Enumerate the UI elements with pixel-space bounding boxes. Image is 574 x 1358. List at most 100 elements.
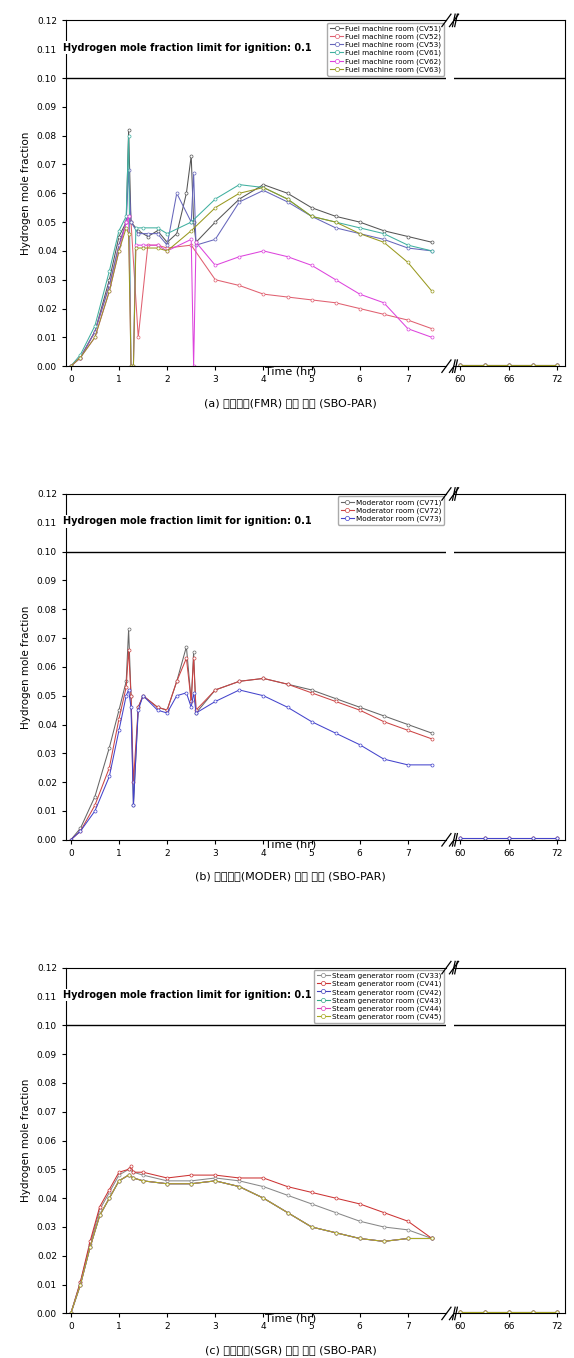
Steam generator room (CV44) <box>429 1230 436 1247</box>
Fuel machine room (CV51) <box>91 323 98 340</box>
Fuel machine room (CV53) <box>115 238 122 254</box>
Fuel machine room (CV61) <box>284 191 291 208</box>
Fuel machine room (CV61) <box>381 225 387 242</box>
Fuel machine room (CV52) <box>77 349 84 365</box>
Fuel machine room (CV51) <box>405 228 412 244</box>
Moderator room (CV71) <box>308 682 315 698</box>
Steam generator room (CV33) <box>87 1236 94 1252</box>
Y-axis label: Hydrogen mole fraction: Hydrogen mole fraction <box>21 1078 32 1202</box>
Steam generator room (CV41) <box>212 1167 219 1183</box>
Steam generator room (CV42) <box>164 1176 170 1192</box>
Steam generator room (CV42) <box>332 1225 339 1241</box>
Fuel machine room (CV51) <box>284 185 291 201</box>
Fuel machine room (CV63) <box>123 220 130 236</box>
Fuel machine room (CV62) <box>381 295 387 311</box>
Steam generator room (CV43) <box>308 1219 315 1236</box>
Fuel machine room (CV62) <box>260 243 267 259</box>
Steam generator room (CV33) <box>212 1169 219 1186</box>
Fuel machine room (CV63) <box>381 234 387 250</box>
Line: Moderator room (CV71): Moderator room (CV71) <box>69 627 433 842</box>
Steam generator room (CV41) <box>139 1164 146 1180</box>
Fuel machine room (CV61) <box>133 220 139 236</box>
Moderator room (CV72) <box>236 674 243 690</box>
Moderator room (CV73) <box>236 682 243 698</box>
Text: Time (hr): Time (hr) <box>265 367 316 376</box>
Moderator room (CV71) <box>67 831 74 847</box>
Line: Steam generator room (CV45): Steam generator room (CV45) <box>69 1173 433 1315</box>
Moderator room (CV72) <box>135 699 142 716</box>
Steam generator room (CV41) <box>87 1233 94 1249</box>
Moderator room (CV72) <box>260 671 267 687</box>
Moderator room (CV72) <box>164 702 170 718</box>
Moderator room (CV73) <box>183 684 190 701</box>
Steam generator room (CV33) <box>106 1184 113 1200</box>
Steam generator room (CV44) <box>164 1176 170 1192</box>
Text: Time (hr): Time (hr) <box>265 839 316 850</box>
Fuel machine room (CV51) <box>332 208 339 224</box>
Steam generator room (CV45) <box>96 1207 103 1224</box>
Steam generator room (CV33) <box>429 1230 436 1247</box>
Fuel machine room (CV51) <box>125 122 132 139</box>
Fuel machine room (CV63) <box>212 200 219 216</box>
Moderator room (CV72) <box>429 731 436 747</box>
Fuel machine room (CV61) <box>91 318 98 334</box>
Fuel machine room (CV53) <box>154 225 161 242</box>
Steam generator room (CV33) <box>96 1202 103 1218</box>
Fuel machine room (CV63) <box>106 282 113 299</box>
Fuel machine room (CV52) <box>67 359 74 375</box>
Moderator room (CV73) <box>190 684 197 701</box>
Fuel machine room (CV53) <box>236 194 243 210</box>
Text: Time (hr): Time (hr) <box>265 1313 316 1324</box>
Fuel machine room (CV52) <box>212 272 219 288</box>
Y-axis label: Hydrogen mole fraction: Hydrogen mole fraction <box>21 606 32 729</box>
Fuel machine room (CV51) <box>106 272 113 288</box>
Steam generator room (CV44) <box>77 1277 84 1293</box>
Moderator room (CV72) <box>67 831 74 847</box>
Steam generator room (CV42) <box>96 1207 103 1224</box>
Moderator room (CV71) <box>332 690 339 706</box>
Fuel machine room (CV51) <box>154 223 161 239</box>
Text: Hydrogen mole fraction limit for ignition: 0.1: Hydrogen mole fraction limit for ignitio… <box>64 43 312 53</box>
Steam generator room (CV41) <box>115 1164 122 1180</box>
Moderator room (CV73) <box>125 682 132 698</box>
Fuel machine room (CV52) <box>106 277 113 293</box>
Fuel machine room (CV51) <box>183 185 190 201</box>
Steam generator room (CV44) <box>236 1179 243 1195</box>
Fuel machine room (CV61) <box>356 220 363 236</box>
Fuel machine room (CV63) <box>284 191 291 208</box>
Line: Fuel machine room (CV63): Fuel machine room (CV63) <box>69 186 433 368</box>
Moderator room (CV73) <box>67 831 74 847</box>
Moderator room (CV71) <box>123 674 130 690</box>
Steam generator room (CV43) <box>87 1238 94 1255</box>
Moderator room (CV72) <box>212 682 219 698</box>
Moderator room (CV71) <box>212 682 219 698</box>
Fuel machine room (CV53) <box>135 225 142 242</box>
Moderator room (CV73) <box>381 751 387 767</box>
Fuel machine room (CV63) <box>115 243 122 259</box>
Steam generator room (CV33) <box>77 1274 84 1290</box>
Text: Hydrogen mole fraction limit for ignition: 0.1: Hydrogen mole fraction limit for ignitio… <box>64 516 312 527</box>
Fuel machine room (CV53) <box>260 182 267 198</box>
Steam generator room (CV45) <box>130 1169 137 1186</box>
Steam generator room (CV33) <box>405 1222 412 1238</box>
Fuel machine room (CV51) <box>127 215 134 231</box>
Steam generator room (CV44) <box>188 1176 195 1192</box>
Fuel machine room (CV61) <box>188 215 195 231</box>
Steam generator room (CV42) <box>381 1233 387 1249</box>
Moderator room (CV71) <box>381 708 387 724</box>
Steam generator room (CV44) <box>139 1173 146 1190</box>
Steam generator room (CV42) <box>77 1277 84 1293</box>
Fuel machine room (CV53) <box>125 162 132 178</box>
Legend: Fuel machine room (CV51), Fuel machine room (CV52), Fuel machine room (CV53), Fu: Fuel machine room (CV51), Fuel machine r… <box>327 23 444 76</box>
Steam generator room (CV43) <box>260 1190 267 1206</box>
Moderator room (CV71) <box>139 687 146 703</box>
Steam generator room (CV44) <box>356 1230 363 1247</box>
Steam generator room (CV43) <box>188 1176 195 1192</box>
Fuel machine room (CV51) <box>115 228 122 244</box>
Steam generator room (CV45) <box>284 1205 291 1221</box>
Moderator room (CV72) <box>154 699 161 716</box>
Fuel machine room (CV53) <box>405 240 412 257</box>
Fuel machine room (CV51) <box>188 148 195 164</box>
Steam generator room (CV45) <box>332 1225 339 1241</box>
Steam generator room (CV41) <box>284 1179 291 1195</box>
